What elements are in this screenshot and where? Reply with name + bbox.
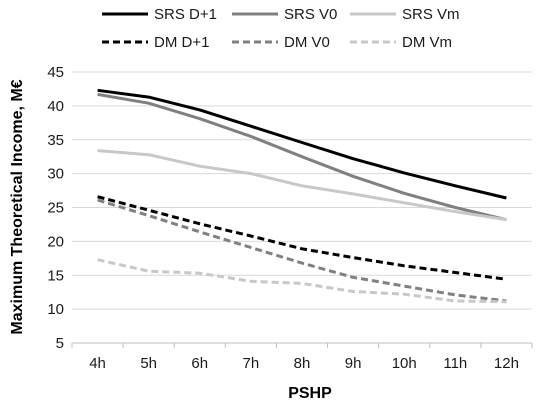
y-tick-label: 25 xyxy=(47,200,64,217)
y-tick-label: 40 xyxy=(47,98,64,115)
y-tick-label: 15 xyxy=(47,267,64,284)
x-tick-label: 5h xyxy=(140,355,157,372)
x-tick-label: 10h xyxy=(392,355,417,372)
y-axis-title: Maximum Theoretical Income, M€ xyxy=(9,79,26,334)
legend-label: SRS V0 xyxy=(284,6,337,23)
x-tick-label: 7h xyxy=(243,355,260,372)
series-line-dm-v0 xyxy=(97,198,507,303)
x-tick-label: 4h xyxy=(89,355,106,372)
y-tick-label: 5 xyxy=(56,335,64,352)
x-tick-label: 8h xyxy=(294,355,311,372)
series-line-dm-d-1 xyxy=(97,195,507,281)
legend-label: SRS Vm xyxy=(402,6,460,23)
x-tick-label: 12h xyxy=(494,355,519,372)
y-tick-label: 20 xyxy=(47,233,64,250)
x-axis-title: PSHP xyxy=(288,385,332,402)
legend-label: DM Vm xyxy=(402,34,452,51)
y-tick-label: 45 xyxy=(47,64,64,81)
y-tick-label: 10 xyxy=(47,301,64,318)
series-line-srs-v0 xyxy=(97,92,507,222)
y-tick-labels: 5 10 15 20 25 30 35 40 45 xyxy=(47,64,64,352)
series-lines xyxy=(97,88,507,304)
x-tick-label: 6h xyxy=(191,355,208,372)
series-line-dm-vm xyxy=(97,258,507,304)
legend: SRS D+1 SRS V0 SRS Vm DM D+1 DM V0 DM Vm xyxy=(102,6,460,51)
legend-label: DM V0 xyxy=(284,34,330,51)
y-tick-label: 35 xyxy=(47,132,64,149)
series-line-srs-d-1 xyxy=(97,88,507,200)
x-tick-label: 9h xyxy=(345,355,362,372)
x-tick-label: 11h xyxy=(443,355,467,372)
y-tick-label: 30 xyxy=(47,166,64,183)
gridlines xyxy=(71,71,533,348)
series-line-srs-vm xyxy=(97,149,507,222)
legend-label: DM D+1 xyxy=(154,34,209,51)
x-tick-labels: 4h 5h 6h 7h 8h 9h 10h 11h 12h xyxy=(89,355,519,372)
legend-label: SRS D+1 xyxy=(154,6,217,23)
